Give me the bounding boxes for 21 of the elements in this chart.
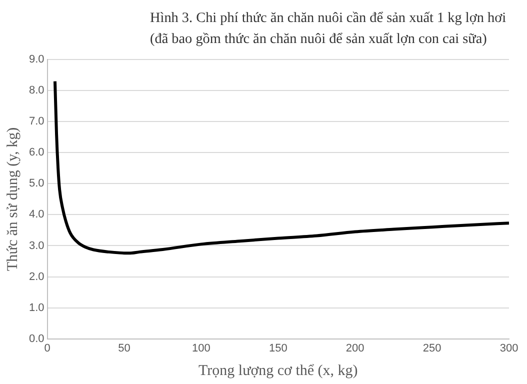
y-tick-label: 0.0 [28,332,44,345]
y-tick-label: 7.0 [28,116,44,128]
y-tick-label: 8.0 [28,84,44,97]
y-tick-label: 4.0 [28,208,44,221]
x-tick-label: 50 [118,342,130,354]
x-tick-label: 250 [422,342,442,354]
x-axis-title: Trọng lượng cơ thể (x, kg) [198,362,358,379]
x-tick-label: 200 [346,342,364,354]
y-axis-title: Thức ăn sử dụng (y, kg) [4,127,21,271]
y-tick-label: 6.0 [28,146,44,159]
x-tick-label: 100 [192,342,210,354]
x-tick-label: 300 [500,342,518,354]
y-tick-label: 2.0 [28,270,44,283]
chart-title: Hình 3. Chi phí thức ăn chăn nuôi cần để sản xuất 1 kg lợn hơi (đã bao gồm thức ăn chăn nuôi để sản xuất lợn con cai sữa) [150,9,508,49]
line-series [53,80,509,255]
x-tick-label: 0 [44,342,50,354]
y-tick-label: 9.0 [28,54,44,66]
x-tick-label: 150 [268,342,288,354]
y-tick-label: 1.0 [28,302,44,314]
y-tick-label: 5.0 [28,178,44,190]
y-tick-label: 3.0 [28,240,44,252]
